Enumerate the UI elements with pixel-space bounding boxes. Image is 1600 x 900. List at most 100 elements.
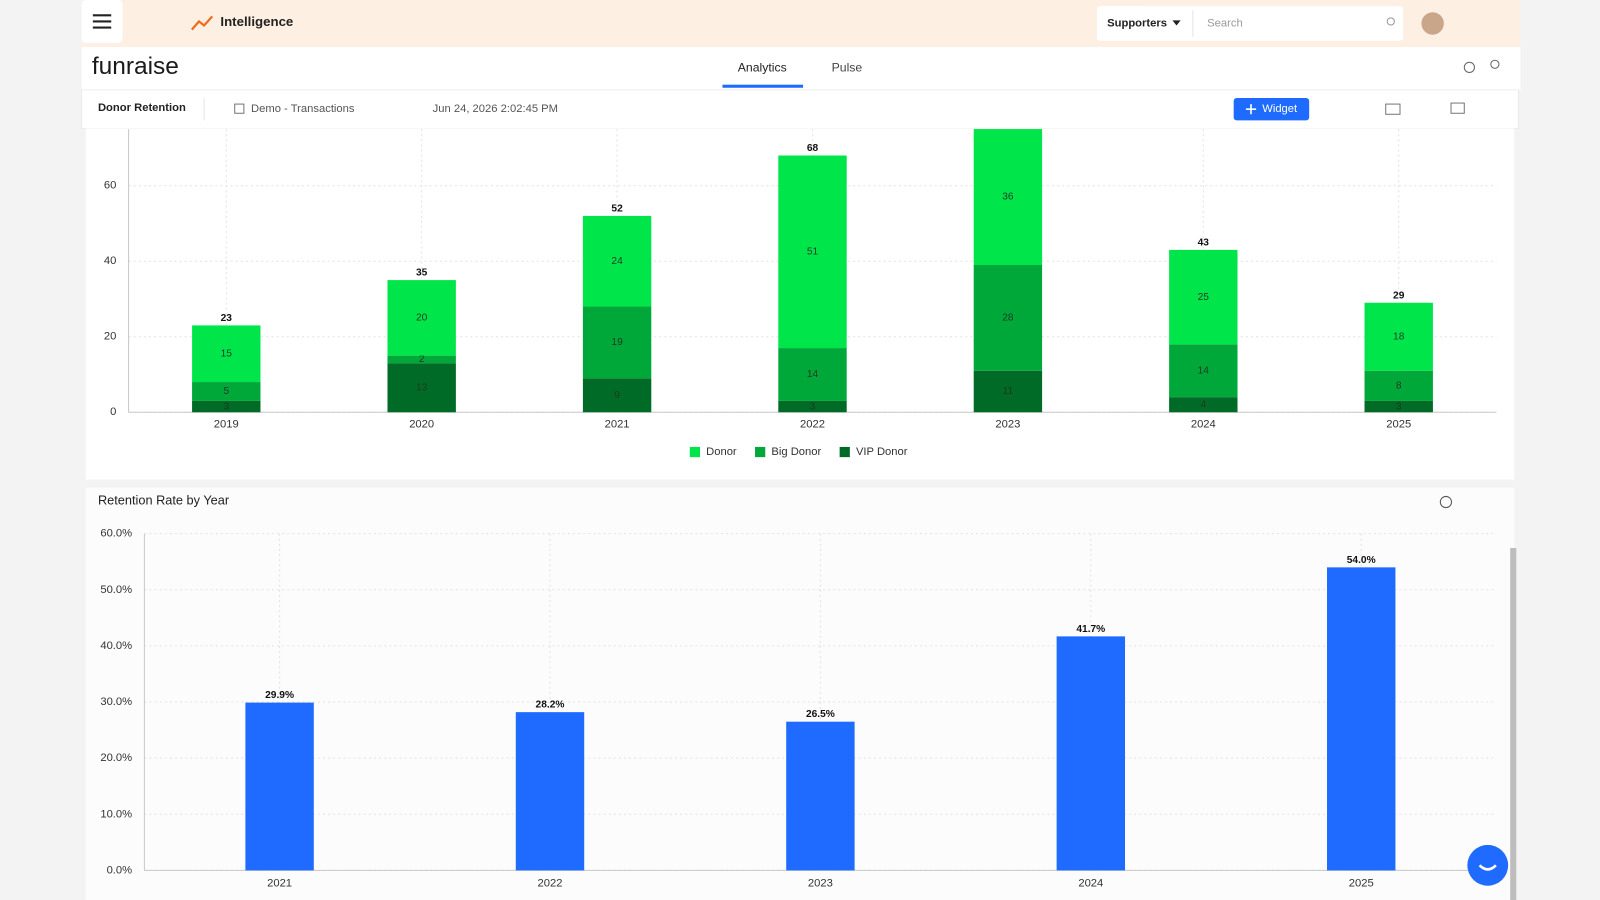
bar-segment [1169,344,1238,398]
user-icon[interactable] [1490,59,1500,69]
legend-label: Big Donor [771,446,821,458]
x-tick-label: 2022 [800,418,825,430]
x-tick-label: 2024 [1191,418,1216,430]
y-tick-label: 0.0% [107,864,133,876]
bell-icon[interactable] [1463,61,1476,73]
segment-label: 11 [1003,386,1014,397]
legend-label: VIP Donor [856,446,908,458]
dashboard-name: Donor Retention [98,102,186,114]
bar-segment [582,215,652,307]
nav-bar [81,46,1521,90]
segment-label: 3 [223,401,229,412]
segment-label: 9 [614,390,620,401]
segment-label: 20 [416,313,428,324]
tab[interactable]: Analytics [738,61,787,75]
total-label: 35 [416,268,428,279]
segment-label: 5 [223,386,229,397]
x-tick-label: 2024 [1078,878,1103,890]
pdf-icon[interactable] [1385,103,1401,115]
bar-segment [192,382,261,401]
app-icon [190,15,214,31]
total-label: 23 [221,313,233,324]
scrollbar[interactable] [1510,547,1517,900]
total-label: 43 [1198,237,1210,248]
legend-swatch [839,446,850,458]
search-input[interactable]: Search [1207,17,1243,29]
info-icon[interactable] [1439,495,1453,509]
segment-label: 51 [807,246,819,257]
segment-label: 25 [1198,292,1210,303]
present-icon[interactable] [1450,102,1465,114]
menu-icon [92,14,112,29]
total-label: 52 [611,203,623,214]
search-icon [1386,17,1395,26]
bar-segment [1169,249,1238,345]
segment-label: 14 [1198,365,1210,376]
y-tick-label: 40 [104,255,116,267]
chat-button[interactable] [1467,844,1509,886]
bar-segment [387,363,456,413]
bar-segment [778,155,847,349]
bar-segment [387,355,456,364]
total-label: 29 [1393,290,1405,301]
add-widget-button[interactable] [1233,97,1310,121]
bar-segment [387,280,456,356]
y-tick-label: 20.0% [100,752,132,764]
avatar[interactable] [1421,12,1444,35]
bar-segment [192,400,261,413]
bar-segment [582,306,652,379]
active-tab-indicator [722,84,804,88]
segment-label: 14 [807,369,819,380]
y-tick-label: 30.0% [100,696,132,708]
segment-label: 36 [1002,192,1014,203]
segment-label: 8 [1396,381,1402,392]
segment-label: 18 [1393,331,1405,342]
legend-swatch [755,446,766,458]
bar-segment [973,370,1043,413]
bar-segment [778,400,847,413]
y-tick-label: 60.0% [100,528,132,540]
x-tick-label: 2021 [267,878,292,890]
app-name: Intelligence [220,14,293,29]
chart-title: Retention Rate by Year [98,492,230,507]
y-tick-label: 0 [110,406,116,418]
data-source[interactable]: Demo - Transactions [251,103,355,115]
bar-segment [192,325,261,383]
y-tick-label: 40.0% [100,640,132,652]
bar-segment [778,348,847,401]
filter-dropdown[interactable]: Supporters [1107,17,1167,29]
bar-segment [1364,400,1433,413]
segment-label: 28 [1002,313,1014,324]
chat-icon [1478,864,1497,871]
segment-label: 3 [810,401,816,412]
bar [1056,636,1126,871]
segment-label: 13 [416,382,428,393]
value-label: 26.5% [806,709,835,720]
segment-label: 19 [611,337,623,348]
segment-label: 2 [419,354,425,365]
bar [786,721,855,871]
x-tick-label: 2023 [995,418,1020,430]
value-label: 28.2% [536,700,565,711]
x-tick-label: 2020 [409,418,434,430]
segment-label: 4 [1200,399,1206,410]
plus-icon [1245,104,1257,115]
search-box [1096,6,1404,41]
legend-swatch [689,446,700,458]
bar-segment [582,378,652,413]
timestamp: Jun 24, 2026 2:02:45 PM [433,103,558,115]
tab[interactable]: Pulse [832,61,863,75]
brand-logo: funraise [92,53,179,80]
y-tick-label: 60 [104,180,116,192]
x-tick-label: 2019 [214,418,239,430]
bar-segment [1364,302,1433,371]
source-icon [234,103,245,114]
value-label: 41.7% [1076,624,1105,635]
dropdown-caret [1172,20,1181,26]
total-label: 68 [807,143,819,154]
bar-segment [1364,370,1433,401]
x-tick-label: 2023 [808,878,833,890]
